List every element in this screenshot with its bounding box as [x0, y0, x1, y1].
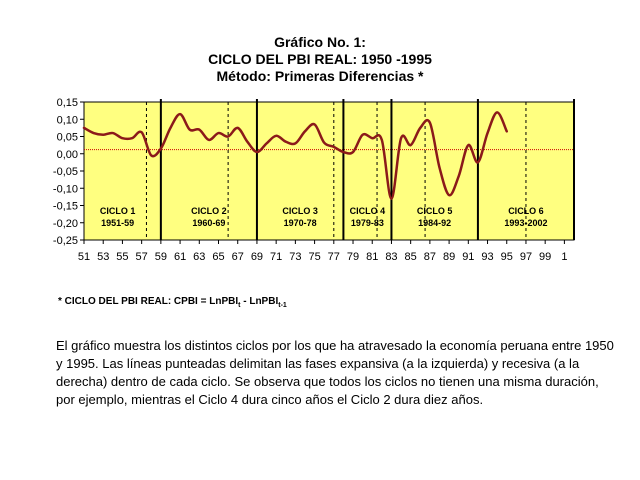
cycle-years-label: 1951-59 [101, 218, 134, 228]
x-tick-label: 73 [289, 251, 301, 263]
x-tick-label: 59 [155, 251, 167, 263]
cycle-label: CICLO 3 [282, 206, 318, 216]
plot-area [83, 101, 575, 241]
formula-subscript-t: t [238, 302, 241, 309]
x-tick-label: 69 [251, 251, 263, 263]
x-tick-label: 1 [561, 251, 567, 263]
x-tick-label: 61 [174, 251, 186, 263]
cycle-label: CICLO 5 [417, 206, 453, 216]
x-tick-label: 63 [193, 251, 205, 263]
cycle-label: CICLO 2 [191, 206, 227, 216]
formula-middle: - LnPBI [240, 296, 279, 307]
chart-title-line-3: Método: Primeras Diferencias * [216, 68, 424, 84]
y-tick-label: -0,15 [53, 201, 78, 213]
cycle-years-label: 1960-69 [192, 218, 225, 228]
y-tick-label: -0,10 [53, 183, 78, 195]
cycle-label: CICLO 4 [350, 206, 386, 216]
x-tick-label: 57 [136, 251, 148, 263]
cycle-label: CICLO 1 [100, 206, 136, 216]
cycle-label: CICLO 6 [508, 206, 544, 216]
x-tick-label: 71 [270, 251, 282, 263]
pbi-cycle-series-line [82, 111, 508, 200]
y-tick-label: 0,10 [57, 114, 78, 126]
cycle-years-label: 1979-83 [351, 218, 384, 228]
y-tick-label: 0,15 [57, 97, 78, 109]
y-tick-label: -0,05 [53, 166, 78, 178]
x-tick-label: 97 [520, 251, 532, 263]
x-tick-label: 77 [328, 251, 340, 263]
description-paragraph: El gráfico muestra los distintos ciclos … [56, 338, 614, 407]
formula-prefix: * CICLO DEL PBI REAL: CPBI = LnPBI [58, 296, 239, 307]
x-tick-label: 79 [347, 251, 359, 263]
cycle-years-label: 1993-2002 [504, 218, 547, 228]
x-tick-label: 53 [97, 251, 109, 263]
y-tick-label: 0,05 [57, 132, 78, 144]
x-tick-label: 99 [539, 251, 551, 263]
formula-subscript-t-1: t-1 [278, 302, 287, 309]
cycle-years-label: 1970-78 [284, 218, 317, 228]
x-tick-label: 89 [443, 251, 455, 263]
x-tick-label: 95 [501, 251, 513, 263]
x-tick-label: 91 [462, 251, 474, 263]
x-tick-label: 55 [116, 251, 128, 263]
x-tick-label: 51 [78, 251, 90, 263]
x-tick-label: 65 [212, 251, 224, 263]
y-tick-label: 0,00 [57, 149, 78, 161]
y-tick-label: -0,25 [53, 235, 78, 247]
cycle-years-label: 1984-92 [418, 218, 451, 228]
pbi-cycle-chart: 0,15 0,10 0,05 0,00 -0,05 -0,10 -0,15 -0,20 -0,2… [53, 97, 575, 263]
x-tick-label: 83 [385, 251, 397, 263]
y-tick-label: -0,20 [53, 218, 78, 230]
x-tick-label: 85 [405, 251, 417, 263]
x-tick-label: 87 [424, 251, 436, 263]
x-tick-label: 93 [481, 251, 493, 263]
x-tick-label: 75 [308, 251, 320, 263]
x-tick-label: 81 [366, 251, 378, 263]
chart-title-line-1: Gráfico No. 1: [274, 34, 366, 50]
chart-title-line-2: CICLO DEL PBI REAL: 1950 -1995 [208, 51, 432, 67]
formula-note: * CICLO DEL PBI REAL: CPBI = LnPBIt - Ln… [58, 296, 287, 309]
x-tick-label: 67 [232, 251, 244, 263]
